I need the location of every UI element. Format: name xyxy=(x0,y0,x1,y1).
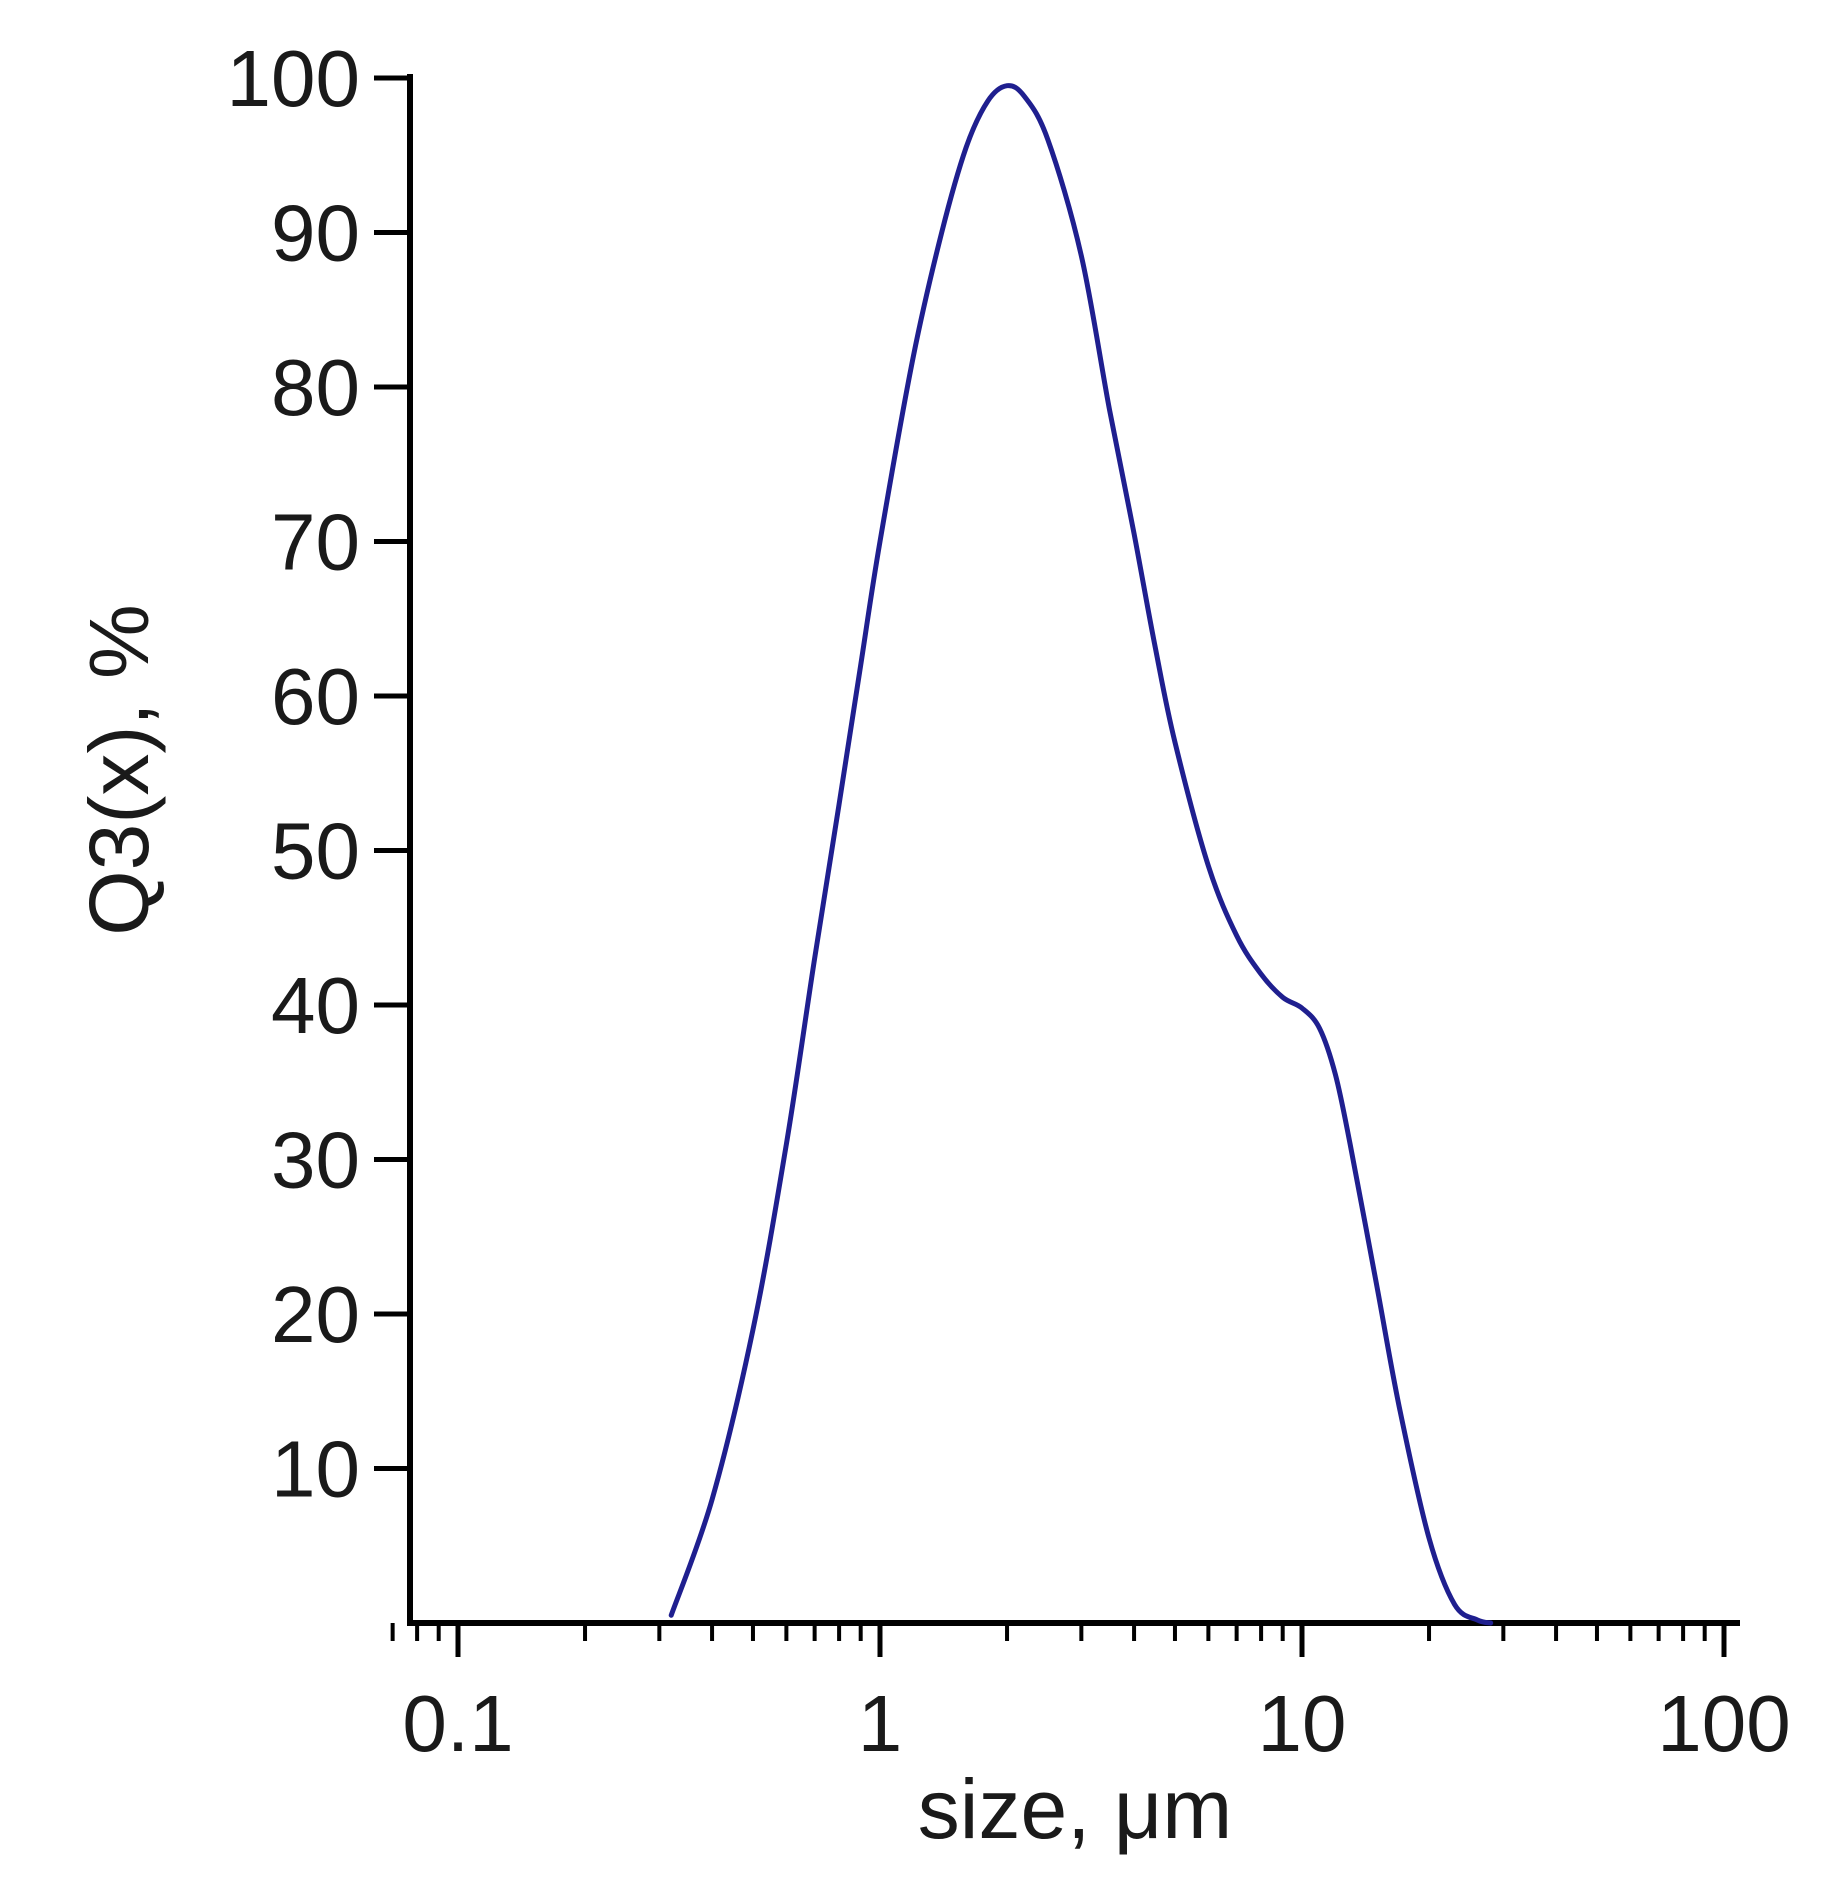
x-axis-major-ticks xyxy=(455,1623,1727,1657)
y-tick-label-50: 50 xyxy=(271,807,360,896)
x-axis-title: size, μm xyxy=(918,1762,1232,1856)
y-tick-label-60: 60 xyxy=(271,652,360,741)
y-tick-label-40: 40 xyxy=(271,961,360,1050)
y-tick-label-10: 10 xyxy=(271,1425,360,1514)
y-tick-label-80: 80 xyxy=(271,343,360,432)
y-axis-ticks xyxy=(374,75,410,1471)
x-tick-label-0: 0.1 xyxy=(402,1679,513,1768)
y-tick-label-30: 30 xyxy=(271,1116,360,1205)
x-tick-label-1: 1 xyxy=(858,1679,903,1768)
y-axis-title: Q3(x), % xyxy=(72,604,166,935)
y-tick-label-70: 70 xyxy=(271,498,360,587)
x-tick-label-3: 100 xyxy=(1657,1679,1790,1768)
x-axis-tick-labels: 0.1 1 10 100 xyxy=(402,1679,1790,1768)
series-line xyxy=(668,83,1494,1626)
y-tick-label-90: 90 xyxy=(271,189,360,278)
x-tick-label-2: 10 xyxy=(1258,1679,1347,1768)
y-axis-tick-labels: 10 20 30 40 50 60 70 80 90 100 xyxy=(227,34,360,1514)
y-tick-label-20: 20 xyxy=(271,1270,360,1359)
y-tick-label-100: 100 xyxy=(227,34,360,123)
